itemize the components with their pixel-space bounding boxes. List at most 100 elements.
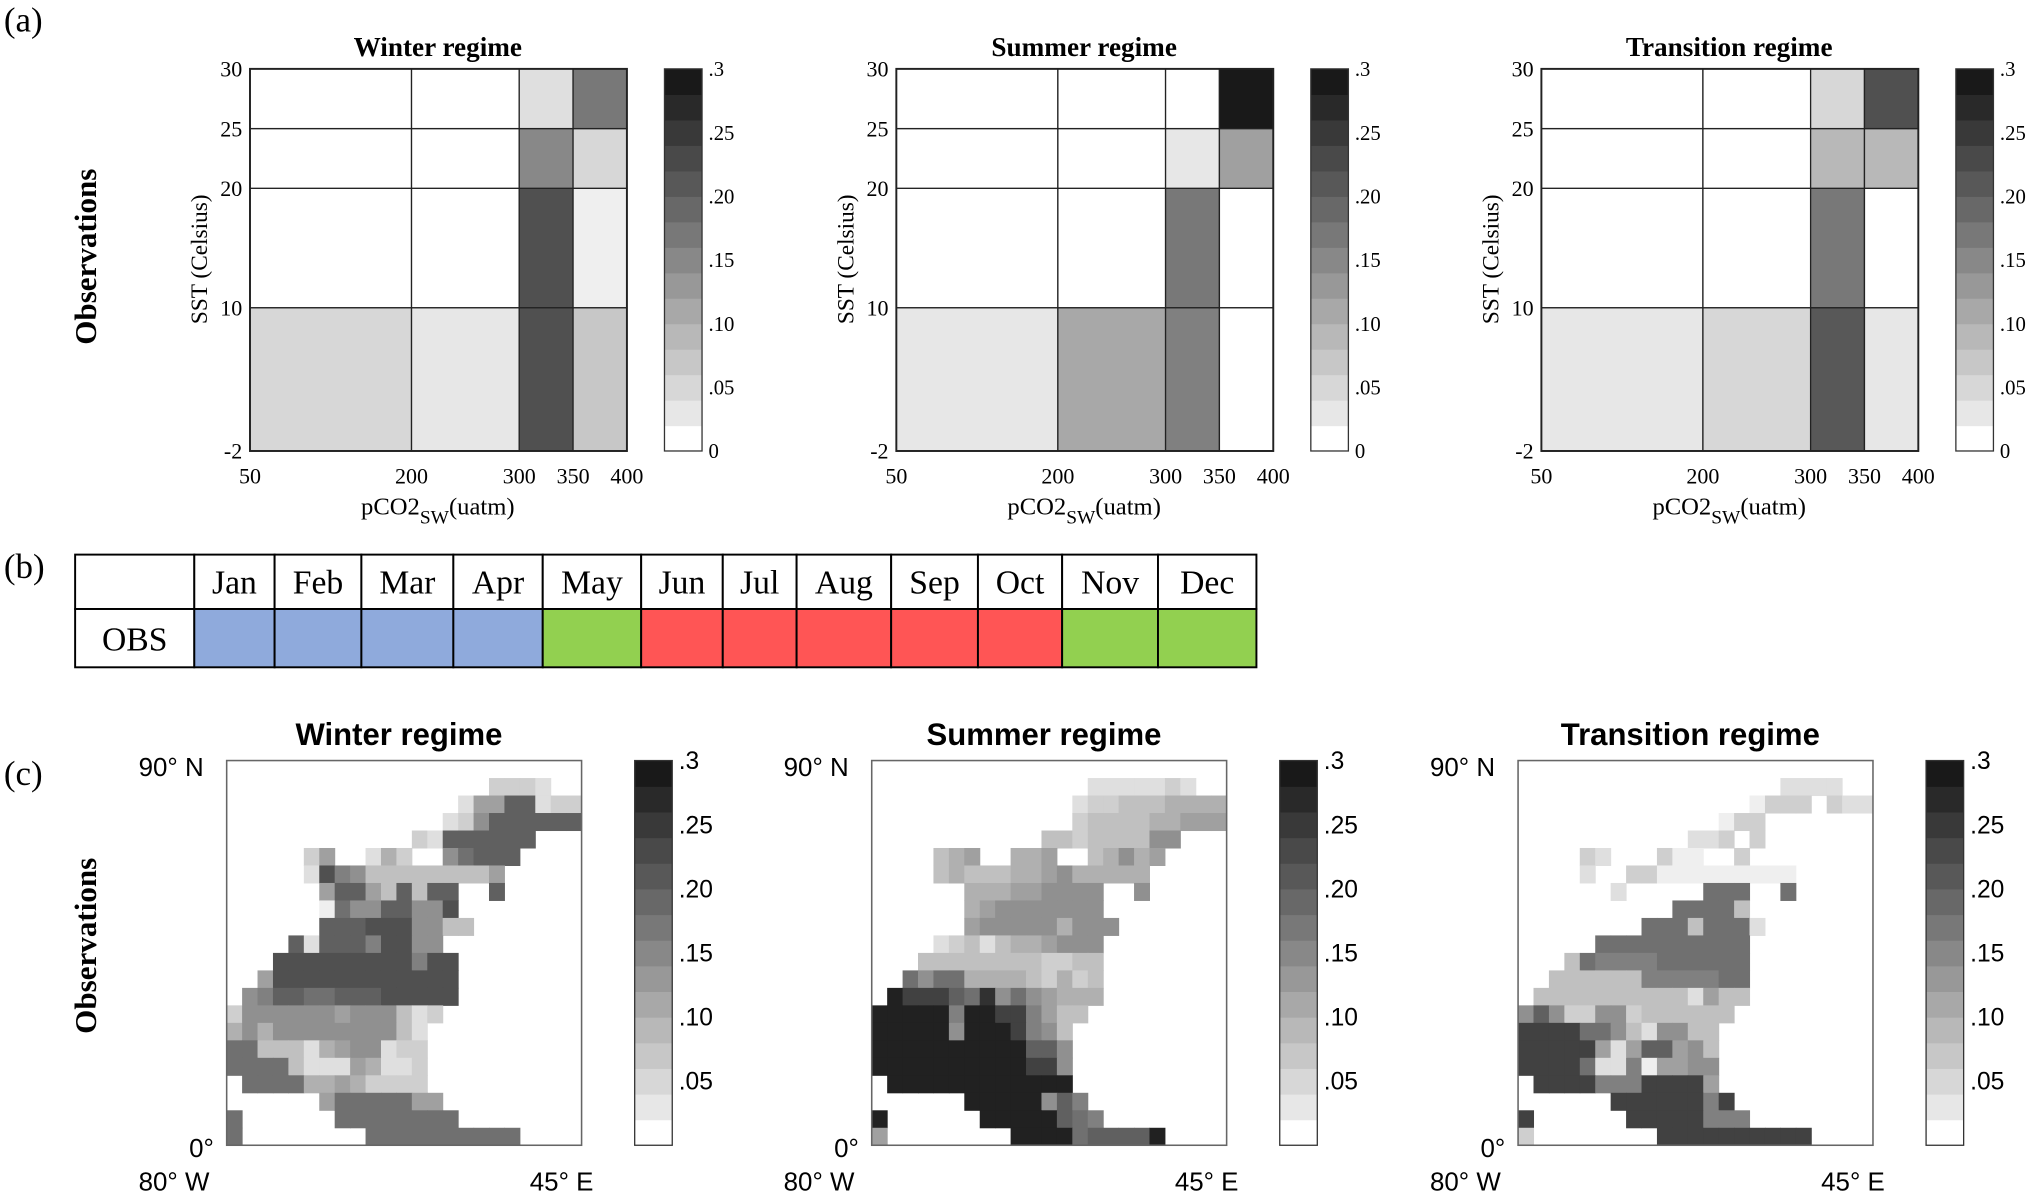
map-grid-cell	[1026, 900, 1042, 919]
heatmap-cell	[1809, 187, 1866, 309]
map-grid-cell	[1548, 1022, 1565, 1041]
map-grid-cell	[226, 1040, 243, 1059]
map-grid-cell	[1026, 970, 1042, 989]
map-grid-cell	[1118, 847, 1135, 866]
x-tick-label: 350	[557, 463, 590, 488]
map-grid-cell	[1518, 1127, 1535, 1146]
map-grid-cell	[1072, 795, 1089, 814]
heatmap-cell	[249, 127, 413, 189]
colorbar-tick-label: .25	[1324, 812, 1358, 839]
map-grid-cell	[242, 1057, 259, 1076]
map-grid-cell	[396, 952, 413, 971]
map-grid-cell	[396, 900, 413, 919]
colorbar-tick-label: .10	[709, 314, 735, 336]
map-grid-cell	[504, 813, 521, 832]
map-grid-cell	[303, 865, 320, 884]
table-month-mar: Mar	[379, 564, 435, 601]
map-grid-cell	[334, 1040, 351, 1059]
colorbar-step	[1310, 119, 1349, 146]
map-grid-cell	[1041, 830, 1058, 849]
map-grid-cell	[1687, 1110, 1704, 1129]
colorbar-frame	[1955, 68, 1995, 452]
map-grid-cell	[380, 1110, 397, 1129]
map-grid-cell	[1687, 847, 1704, 866]
map-grid-cell	[1087, 847, 1104, 866]
map-grid-cell	[1072, 935, 1089, 954]
map-grid-cell	[871, 1005, 888, 1024]
map-grid-cell	[1687, 1075, 1704, 1094]
heatmap-cell	[572, 307, 628, 452]
map-grid-cell	[272, 1075, 289, 1094]
y-tick-label: 20	[220, 176, 242, 201]
map-grid-cell	[504, 1127, 521, 1146]
table-month-jun: Jun	[659, 564, 706, 601]
map-grid-cell	[1734, 917, 1751, 936]
heatmap-cell	[1702, 307, 1812, 452]
colorbar-step	[1310, 94, 1349, 121]
map-grid-cell	[1564, 952, 1581, 971]
map-grid-cell	[1718, 1005, 1735, 1024]
map-grid-cell	[458, 847, 475, 866]
map-grid-cell	[226, 1110, 243, 1129]
y-tick-label: 30	[220, 57, 242, 82]
table-month-dec: Dec	[1180, 564, 1234, 601]
map-grid-cell	[918, 987, 934, 1006]
map-grid-cell	[979, 935, 996, 954]
map-grid-cell	[1687, 935, 1704, 954]
map-grid-cell	[1703, 1005, 1720, 1024]
colorbar-tick-label: .10	[679, 1005, 713, 1032]
map-grid-cell	[1703, 970, 1720, 989]
panel-label-b: (b)	[4, 547, 45, 586]
map-grid-cell	[1656, 970, 1673, 989]
colorbar-step	[664, 272, 703, 299]
map-grid-cell	[918, 1075, 934, 1094]
map-grid-cell	[1118, 778, 1135, 797]
map-grid-cell	[288, 987, 305, 1006]
map-grid-cell	[1010, 1127, 1027, 1146]
map-grid-cell	[1010, 1040, 1027, 1059]
map-grid-cell	[242, 1075, 259, 1094]
map-grid-cell	[411, 917, 428, 936]
table-month-jan: Jan	[212, 564, 257, 601]
map-grid-cell	[1026, 935, 1042, 954]
map-grid-cell	[396, 970, 413, 989]
map-grid-cell	[488, 813, 505, 832]
map-grid-cell	[350, 865, 367, 884]
map-grid-cell	[242, 1022, 259, 1041]
map-grid-cell	[948, 865, 965, 884]
map-grid-cell	[1533, 1040, 1550, 1059]
heatmap-cell	[1164, 307, 1221, 452]
map-grid-cell	[1780, 795, 1797, 814]
map-grid-cell	[1656, 917, 1673, 936]
colorbar-tick-label: .05	[2000, 378, 2026, 400]
map-grid-cell	[1087, 987, 1104, 1006]
map-grid-cell	[979, 1022, 996, 1041]
map-grid-cell	[1610, 1022, 1627, 1041]
chart-title: Transition regime	[1561, 717, 1820, 752]
colorbar-tick-label: .15	[1324, 941, 1358, 968]
map-grid-cell	[1687, 987, 1704, 1006]
colorbar-step	[1279, 888, 1318, 916]
map-grid-cell	[365, 1127, 382, 1146]
y-tick-label: 20	[867, 176, 889, 201]
map-grid-cell	[948, 847, 965, 866]
map-grid-cell	[380, 970, 397, 989]
map-grid-cell	[380, 1005, 397, 1024]
map-grid-cell	[242, 987, 259, 1006]
map-grid-cell	[1718, 882, 1735, 901]
map-grid-cell	[550, 813, 567, 832]
map-grid-cell	[1703, 1040, 1720, 1059]
map-grid-cell	[933, 847, 950, 866]
map-grid-cell	[1056, 1127, 1073, 1146]
map-grid-cell	[1087, 952, 1104, 971]
map-grid-cell	[350, 1022, 367, 1041]
map-grid-cell	[1056, 1005, 1073, 1024]
map-grid-cell	[519, 795, 536, 814]
map-grid-cell	[1579, 1057, 1596, 1076]
map-grid-cell	[995, 917, 1012, 936]
map-grid-cell	[964, 900, 981, 919]
map-grid-cell	[319, 1005, 336, 1024]
heatmap-cell	[1164, 187, 1221, 309]
colorbar-step	[634, 1119, 673, 1146]
map-grid-cell	[1734, 882, 1751, 901]
